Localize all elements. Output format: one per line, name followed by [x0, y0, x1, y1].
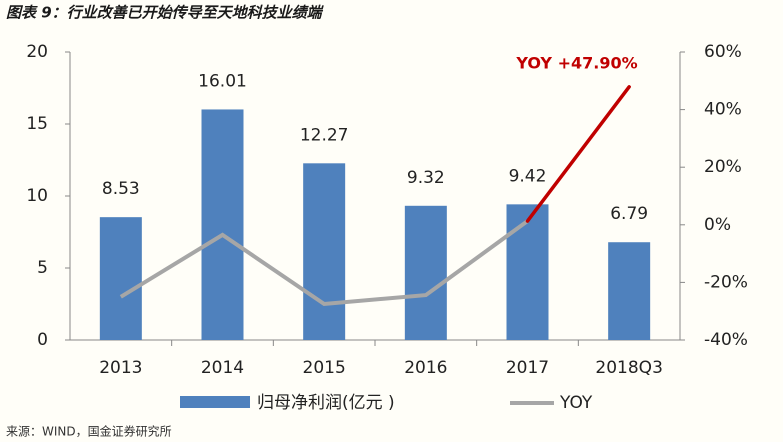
legend-swatch	[180, 396, 250, 408]
x-tick-label: 2013	[99, 358, 142, 378]
x-tick-label: 2018Q3	[595, 358, 662, 378]
data-label: 9.32	[407, 168, 445, 188]
y2-tick-label: 60%	[704, 42, 742, 62]
data-label: 8.53	[102, 179, 140, 199]
data-label: 9.42	[509, 166, 547, 186]
y-tick-label: 20	[26, 42, 48, 62]
x-tick-label: 2015	[303, 358, 346, 378]
y-tick-label: 5	[37, 258, 48, 278]
y-tick-label: 10	[26, 186, 48, 206]
x-tick-label: 2017	[506, 358, 549, 378]
legend-label: 归母净利润(亿元 )	[257, 393, 395, 413]
annotation: YOY +47.90%	[515, 54, 637, 73]
y2-tick-label: -40%	[704, 330, 748, 350]
chart-title: 图表 9：行业改善已开始传导至天地科技业绩端	[6, 4, 325, 22]
data-label: 16.01	[198, 71, 247, 91]
data-label: 6.79	[610, 204, 648, 224]
bar	[608, 242, 651, 340]
source: 来源：WIND，国金证券研究所	[6, 424, 172, 439]
y2-tick-label: -20%	[704, 272, 748, 292]
y2-tick-label: 40%	[704, 100, 742, 120]
data-label: 12.27	[300, 125, 349, 145]
x-tick-label: 2016	[404, 358, 447, 378]
bar	[404, 205, 447, 340]
y-tick-label: 15	[26, 114, 48, 134]
bar	[303, 163, 346, 340]
y2-tick-label: 20%	[704, 157, 742, 177]
yoy-line	[119, 219, 529, 307]
y2-tick-label: 0%	[704, 215, 731, 235]
y-tick-label: 0	[37, 330, 48, 350]
legend-label: YOY	[559, 393, 593, 413]
yoy-line-highlight	[525, 85, 631, 223]
bar	[201, 109, 244, 341]
x-tick-label: 2014	[201, 358, 244, 378]
bar	[506, 204, 549, 340]
bar	[99, 217, 142, 340]
